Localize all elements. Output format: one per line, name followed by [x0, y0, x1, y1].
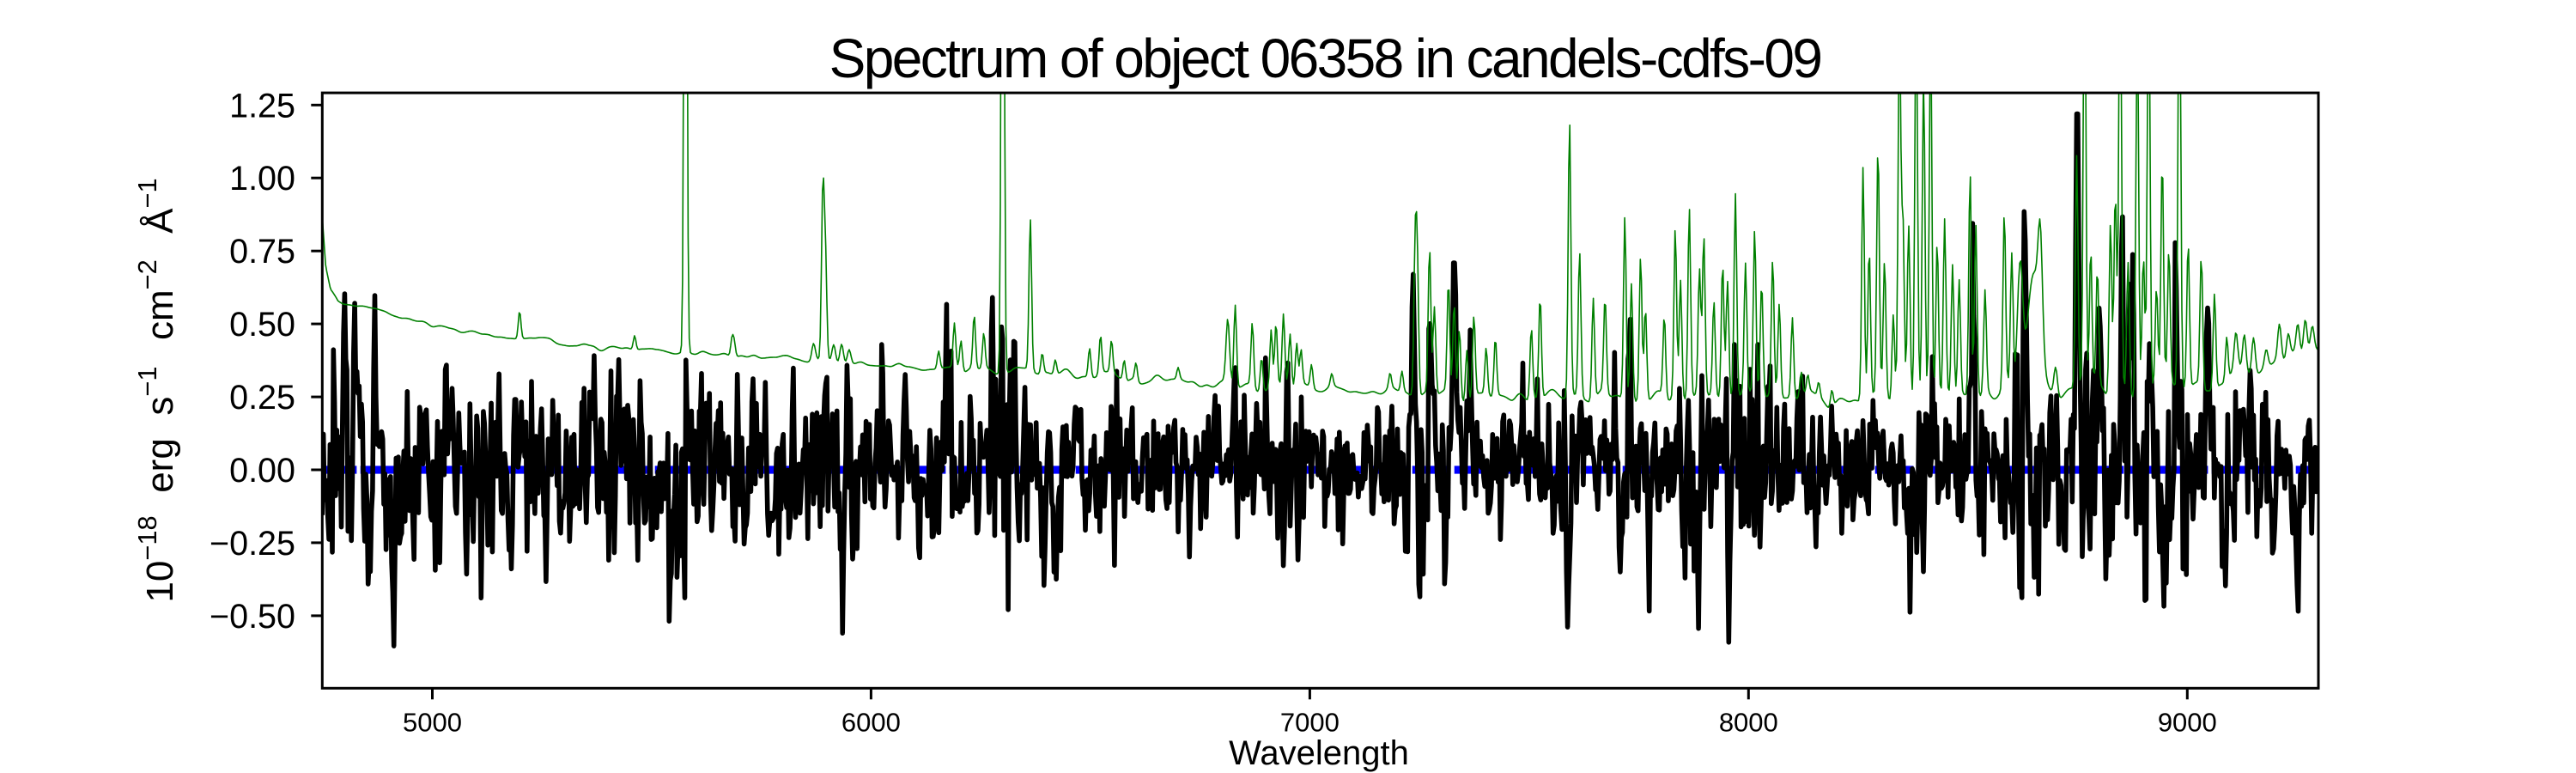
svg-text:−0.25: −0.25: [210, 525, 295, 563]
svg-text:0.25: 0.25: [229, 379, 295, 417]
svg-text:1.25: 1.25: [229, 87, 295, 125]
svg-text:7000: 7000: [1280, 708, 1340, 738]
svg-text:5000: 5000: [403, 708, 462, 738]
svg-text:9000: 9000: [2158, 708, 2217, 738]
svg-text:erg: erg: [139, 438, 181, 493]
svg-text:6000: 6000: [841, 708, 901, 738]
svg-text:0.75: 0.75: [229, 233, 295, 271]
svg-text:−0.50: −0.50: [210, 598, 295, 636]
svg-text:8000: 8000: [1719, 708, 1778, 738]
svg-text:Spectrum of object 06358 in ca: Spectrum of object 06358 in candels-cdfs…: [829, 27, 1821, 89]
svg-text:0.00: 0.00: [229, 452, 295, 490]
svg-text:Wavelength: Wavelength: [1229, 734, 1409, 772]
svg-text:1.00: 1.00: [229, 160, 295, 198]
svg-text:0.50: 0.50: [229, 306, 295, 344]
